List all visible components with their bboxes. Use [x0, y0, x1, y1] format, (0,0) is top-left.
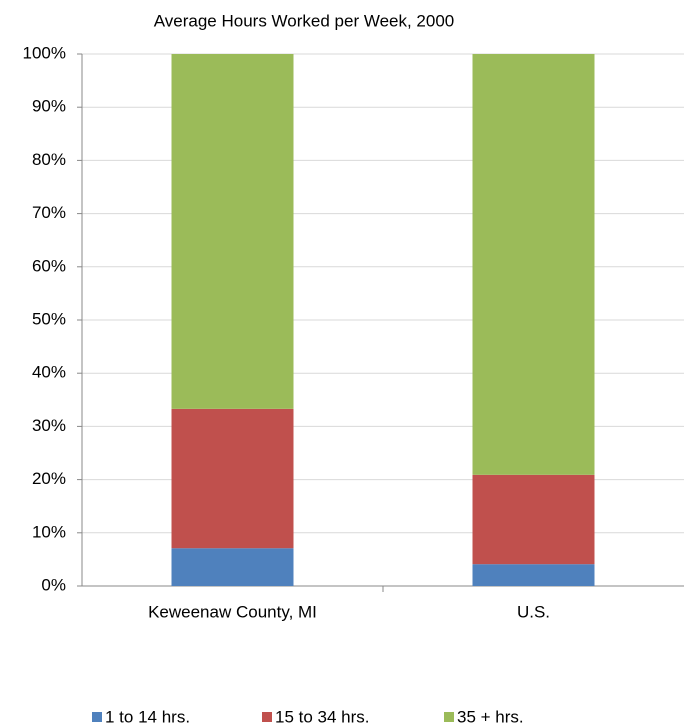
bar-segment — [472, 564, 595, 586]
y-tick-label: 30% — [32, 416, 66, 435]
bar-segment — [171, 54, 294, 409]
y-tick-label: 0% — [41, 575, 66, 594]
legend-swatch — [444, 712, 454, 722]
y-tick-label: 60% — [32, 256, 66, 275]
y-tick-label: 10% — [32, 522, 66, 541]
y-tick-label: 50% — [32, 309, 66, 328]
legend-label: 15 to 34 hrs. — [275, 707, 370, 726]
x-tick-label: U.S. — [517, 602, 550, 621]
legend-swatch — [92, 712, 102, 722]
y-tick-label: 20% — [32, 469, 66, 488]
legend-label: 1 to 14 hrs. — [105, 707, 190, 726]
bar-segment — [472, 54, 595, 475]
chart-title: Average Hours Worked per Week, 2000 — [154, 11, 455, 30]
bar-segment — [472, 474, 595, 565]
legend-label: 35 + hrs. — [457, 707, 524, 726]
bar-segment — [171, 408, 294, 549]
legend-swatch — [262, 712, 272, 722]
y-tick-label: 100% — [23, 43, 66, 62]
y-tick-label: 80% — [32, 150, 66, 169]
x-tick-label: Keweenaw County, MI — [148, 602, 317, 621]
bar-segment — [171, 548, 294, 586]
y-tick-label: 70% — [32, 203, 66, 222]
y-tick-label: 40% — [32, 363, 66, 382]
y-tick-label: 90% — [32, 97, 66, 116]
